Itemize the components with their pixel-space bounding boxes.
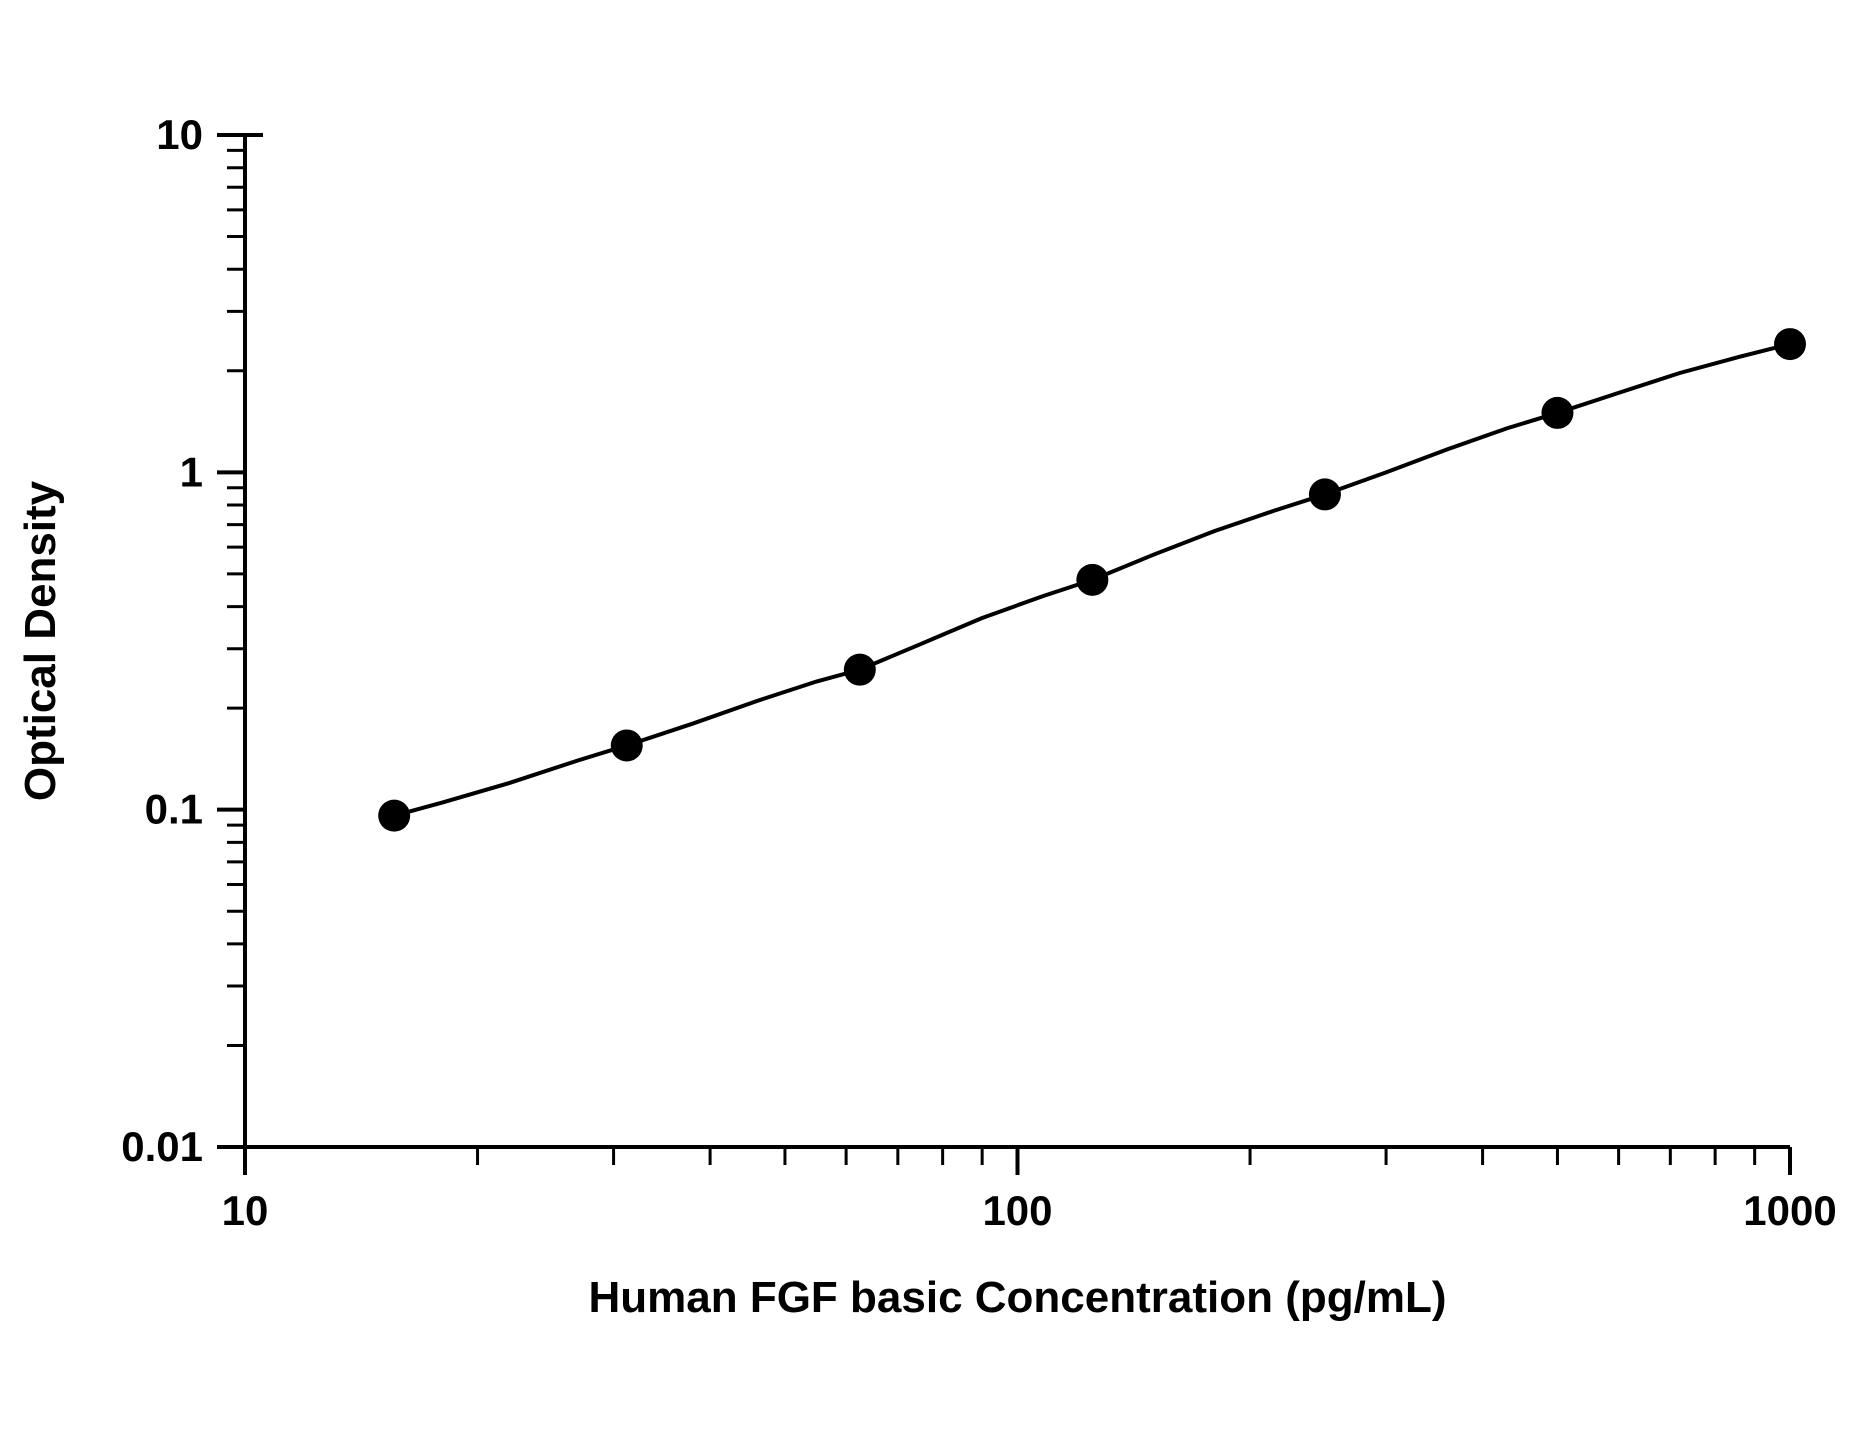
chart-svg: 10 100 1000 0.01 0.1 1 10 Human FGF basic Con… xyxy=(0,0,1859,1445)
x-tick-label: 100 xyxy=(982,1187,1052,1234)
x-tick-label: 1000 xyxy=(1743,1187,1836,1234)
y-tick-label: 0.1 xyxy=(145,786,203,833)
y-tick-label: 1 xyxy=(180,448,203,495)
y-tick-labels: 0.01 0.1 1 10 xyxy=(121,111,203,1170)
data-point xyxy=(1541,397,1573,429)
axes-group xyxy=(217,135,1790,1175)
data-point xyxy=(611,729,643,761)
data-point xyxy=(844,654,876,686)
x-axis-label: Human FGF basic Concentration (pg/mL) xyxy=(588,1273,1446,1322)
y-tick-label: 0.01 xyxy=(121,1123,203,1170)
chart-container: 10 100 1000 0.01 0.1 1 10 Human FGF basic Con… xyxy=(0,0,1859,1445)
x-tick-labels: 10 100 1000 xyxy=(222,1187,1837,1234)
data-point xyxy=(378,800,410,832)
data-point xyxy=(1076,564,1108,596)
y-axis-label: Optical Density xyxy=(16,480,65,801)
y-tick-label: 10 xyxy=(156,111,203,158)
data-point xyxy=(1309,478,1341,510)
x-tick-label: 10 xyxy=(222,1187,269,1234)
data-point xyxy=(1774,328,1806,360)
